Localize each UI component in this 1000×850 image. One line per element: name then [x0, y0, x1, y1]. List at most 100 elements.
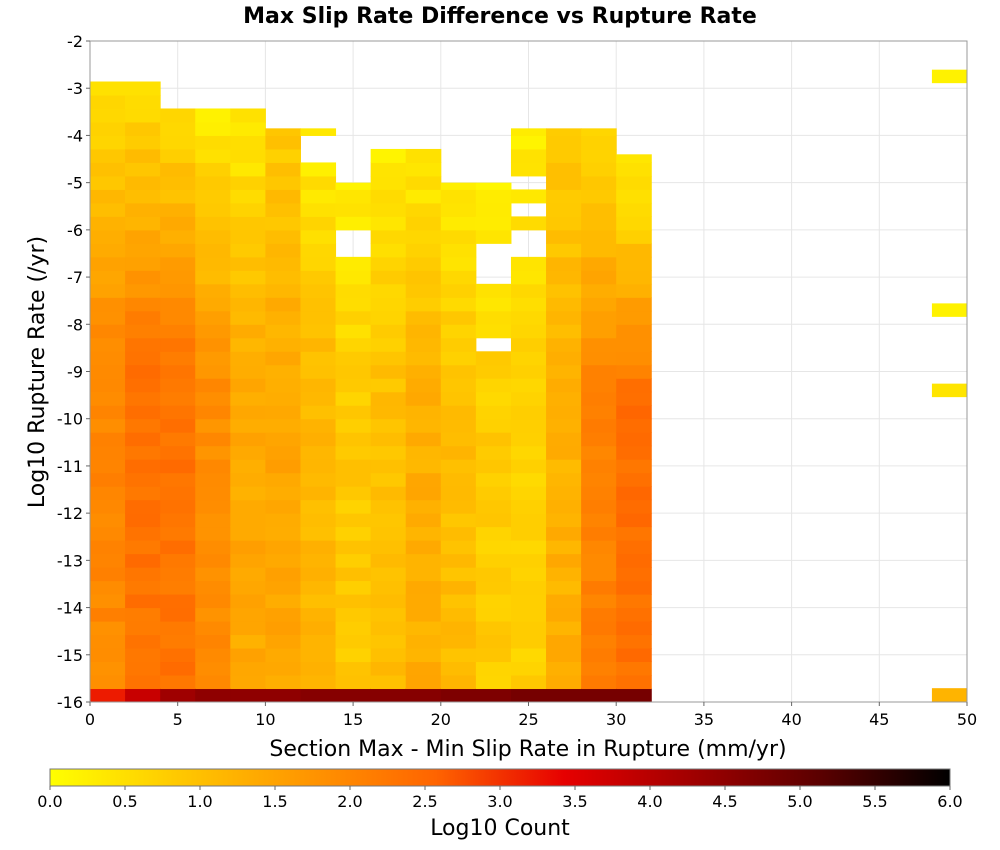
- heatmap-cell: [475, 540, 512, 555]
- heatmap-cell: [195, 148, 231, 163]
- heatmap-cell: [265, 567, 301, 582]
- heatmap-cell: [230, 405, 266, 420]
- heatmap-cell: [195, 661, 231, 676]
- heatmap-cell: [440, 472, 477, 487]
- heatmap-cell: [370, 283, 407, 298]
- heatmap-cell: [370, 202, 407, 217]
- heatmap-cell: [160, 351, 196, 366]
- heatmap-cell: [335, 270, 372, 285]
- heatmap-cell: [160, 108, 196, 123]
- heatmap-cell: [581, 594, 617, 609]
- heatmap-cell: [125, 486, 161, 501]
- heatmap-cell: [335, 391, 372, 406]
- heatmap-cell: [616, 351, 652, 366]
- heatmap-cell: [405, 310, 442, 325]
- heatmap-cell: [370, 634, 407, 649]
- heatmap-cell: [90, 432, 126, 447]
- heatmap-cell: [160, 364, 196, 379]
- heatmap-cell: [581, 310, 617, 325]
- colorbar-tick-label: 2.0: [337, 792, 362, 811]
- heatmap-cell: [265, 459, 301, 474]
- heatmap-cell: [90, 607, 126, 622]
- heatmap-cell: [90, 418, 126, 433]
- heatmap-cell: [230, 270, 266, 285]
- heatmap-cell: [230, 472, 266, 487]
- heatmap-cell: [616, 567, 652, 582]
- heatmap-cell: [546, 621, 582, 636]
- heatmap-cell: [616, 445, 652, 460]
- heatmap-cell: [335, 182, 372, 190]
- heatmap-cell: [616, 621, 652, 636]
- heatmap-cell: [90, 324, 126, 339]
- x-tick-label: 5: [173, 710, 183, 729]
- heatmap-cell: [405, 634, 442, 649]
- heatmap-cell: [265, 243, 301, 258]
- heatmap-cell: [90, 526, 126, 541]
- heatmap-cell: [581, 283, 617, 298]
- heatmap-cell: [90, 297, 126, 312]
- heatmap-cell: [335, 648, 372, 663]
- heatmap-cell: [405, 391, 442, 406]
- heatmap-cell: [581, 297, 617, 312]
- heatmap-cell: [125, 594, 161, 609]
- heatmap-cell: [546, 526, 582, 541]
- heatmap-cell: [230, 648, 266, 663]
- heatmap-cell: [405, 661, 442, 676]
- heatmap-cell: [440, 391, 477, 406]
- heatmap-cell: [125, 337, 161, 352]
- heatmap-cell: [475, 526, 512, 541]
- x-tick-label: 40: [781, 710, 801, 729]
- heatmap-cell: [405, 459, 442, 474]
- heatmap-cell: [510, 540, 547, 555]
- heatmap-cell: [195, 688, 231, 703]
- heatmap-cell: [265, 162, 301, 177]
- heatmap-cell: [160, 324, 196, 339]
- heatmap-cell: [370, 648, 407, 663]
- y-tick-label: -16: [57, 693, 83, 712]
- heatmap-cell: [510, 661, 547, 676]
- heatmap-cell: [370, 472, 407, 487]
- heatmap-cell: [125, 513, 161, 528]
- heatmap-cell: [300, 580, 337, 595]
- heatmap-cell: [230, 445, 266, 460]
- heatmap-cell: [581, 243, 617, 258]
- heatmap-cell: [265, 486, 301, 501]
- heatmap-cell: [616, 229, 652, 244]
- heatmap-cell: [125, 216, 161, 231]
- heatmap-cell: [546, 594, 582, 609]
- heatmap-cell: [616, 189, 652, 204]
- heatmap-cell: [616, 607, 652, 622]
- heatmap-cell: [546, 432, 582, 447]
- heatmap-cell: [195, 621, 231, 636]
- heatmap-cell: [440, 432, 477, 447]
- heatmap-cell: [581, 675, 617, 690]
- heatmap-cell: [195, 499, 231, 514]
- heatmap-cell: [160, 607, 196, 622]
- heatmap-cell: [265, 540, 301, 555]
- heatmap-cell: [546, 567, 582, 582]
- y-tick-label: -14: [57, 599, 83, 618]
- heatmap-cell: [405, 607, 442, 622]
- heatmap-cell: [230, 675, 266, 690]
- heatmap-cell: [125, 108, 161, 123]
- heatmap-cell: [230, 513, 266, 528]
- heatmap-cell: [125, 661, 161, 676]
- heatmap-cell: [160, 580, 196, 595]
- heatmap-cell: [510, 580, 547, 595]
- heatmap-cell: [265, 229, 301, 244]
- heatmap-cell: [265, 283, 301, 298]
- x-axis-ticks: 0 5 10 15 20 25 30 35 40 45 50: [85, 702, 977, 729]
- heatmap-cell: [195, 202, 231, 217]
- heatmap-cell: [335, 216, 372, 231]
- heatmap-cell: [160, 418, 196, 433]
- heatmap-cell: [195, 405, 231, 420]
- heatmap-cells: [90, 69, 967, 703]
- heatmap-cell: [125, 297, 161, 312]
- heatmap-cell: [475, 189, 512, 204]
- heatmap-cell: [230, 256, 266, 271]
- heatmap-cell: [195, 648, 231, 663]
- heatmap-cell: [405, 472, 442, 487]
- heatmap-cell: [510, 256, 547, 271]
- heatmap-cell: [265, 391, 301, 406]
- heatmap-cell: [581, 621, 617, 636]
